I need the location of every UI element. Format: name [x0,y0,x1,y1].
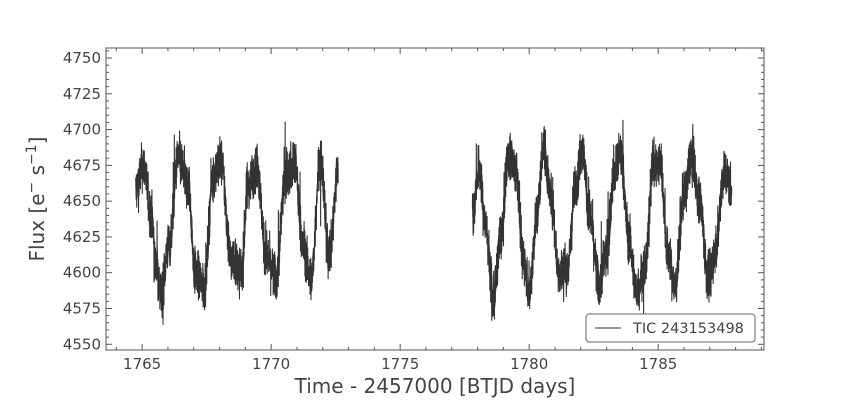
series-layer [135,119,733,337]
y-tick-label: 4550 [63,335,101,353]
y-axis-title: Flux [e− s−1] [24,136,49,261]
series-line-segment-1 [471,119,733,337]
y-tick-label: 4600 [63,264,101,282]
x-tick-labels: 1765 1770 1775 1780 1785 [123,355,677,373]
y-tick-label: 4625 [63,228,101,246]
y-tick-label: 4575 [63,299,101,317]
y-axis-title-base: Flux [e [25,193,49,261]
x-axis-title: Time - 2457000 [BTJD days] [294,374,576,398]
y-axis-title-mid: s [25,165,49,182]
major-ticks [106,48,764,350]
y-tick-label: 4675 [63,156,101,174]
series-line-segment-0 [135,121,339,326]
legend-box [585,313,756,343]
x-tick-label: 1780 [510,355,548,373]
series-0 [135,119,733,337]
legend: TIC 243153498 [585,313,756,343]
y-tick-label: 4700 [63,121,101,139]
x-tick-label: 1775 [381,355,419,373]
x-tick-label: 1770 [252,355,290,373]
y-tick-labels: 4550 4575 4600 4625 4650 4675 4700 4725 4750 [63,49,101,353]
y-axis-title-sup1: − [24,182,40,194]
plot-frame [105,47,765,351]
y-axis-title-sup2: −1 [24,144,40,165]
x-tick-label: 1785 [639,355,677,373]
y-tick-label: 4725 [63,85,101,103]
y-tick-label: 4750 [63,49,101,67]
legend-label: TIC 243153498 [632,321,744,337]
x-tick-label: 1765 [123,355,161,373]
y-tick-label: 4650 [63,192,101,210]
y-axis-title-end: ] [25,136,49,144]
